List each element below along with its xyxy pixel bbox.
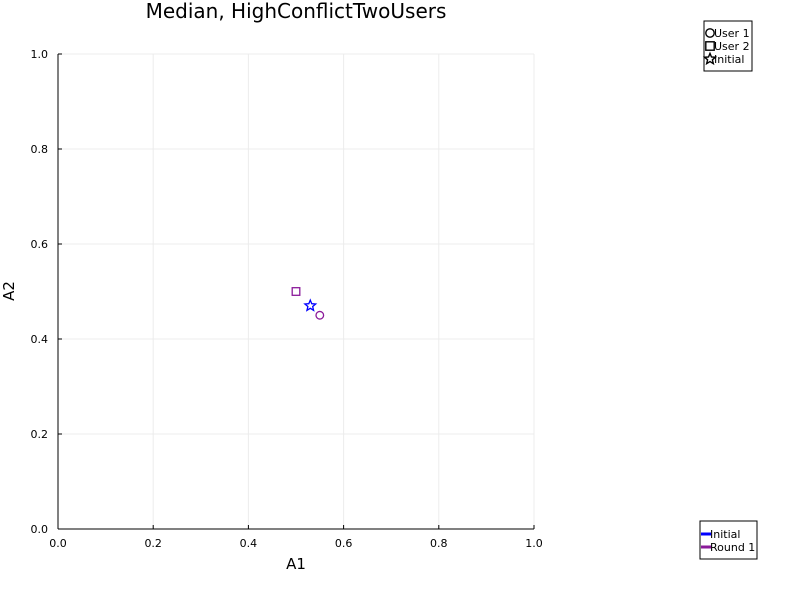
x-tick-label: 1.0 bbox=[525, 537, 543, 550]
x-tick-label: 0.8 bbox=[430, 537, 448, 550]
axes-layer bbox=[57, 53, 535, 530]
legend-symbol-user-1 bbox=[705, 28, 715, 38]
y-tick-label: 0.8 bbox=[31, 143, 49, 156]
y-tick-label: 1.0 bbox=[31, 48, 49, 61]
legend-symbol-user-2 bbox=[705, 41, 715, 51]
data-point-user-1 bbox=[315, 310, 325, 320]
x-tick-label: 0.2 bbox=[144, 537, 162, 550]
data-point-user-2 bbox=[291, 287, 301, 296]
x-tick-label: 0.4 bbox=[240, 537, 258, 550]
x-tick-label: 0.0 bbox=[49, 537, 67, 550]
points-layer bbox=[291, 287, 325, 320]
y-tick-label: 0.4 bbox=[31, 333, 49, 346]
y-tick-label: 0.0 bbox=[31, 523, 49, 536]
tick-label-layer: 0.0 0.2 0.4 0.6 0.8 1.0 0.0 0.2 0.4 0.6 0.8 1.0 bbox=[31, 48, 543, 550]
legend-label: Initial bbox=[714, 53, 744, 66]
chart-title: Median, HighConflictTwoUsers bbox=[146, 0, 447, 23]
y-tick-label: 0.2 bbox=[31, 428, 49, 441]
legend-label: User 2 bbox=[714, 40, 750, 53]
legend-label: Initial bbox=[710, 528, 740, 541]
y-axis-label: A2 bbox=[0, 281, 18, 301]
y-tick-label: 0.6 bbox=[31, 238, 49, 251]
data-point-initial bbox=[303, 298, 318, 312]
x-axis-label: A1 bbox=[286, 555, 306, 573]
legend-label: User 1 bbox=[714, 27, 750, 40]
legend-label: Round 1 bbox=[710, 541, 755, 554]
grid-layer bbox=[57, 53, 535, 530]
legend-symbol-initial bbox=[702, 51, 718, 66]
x-tick-label: 0.6 bbox=[335, 537, 353, 550]
legend-box bbox=[699, 520, 758, 560]
